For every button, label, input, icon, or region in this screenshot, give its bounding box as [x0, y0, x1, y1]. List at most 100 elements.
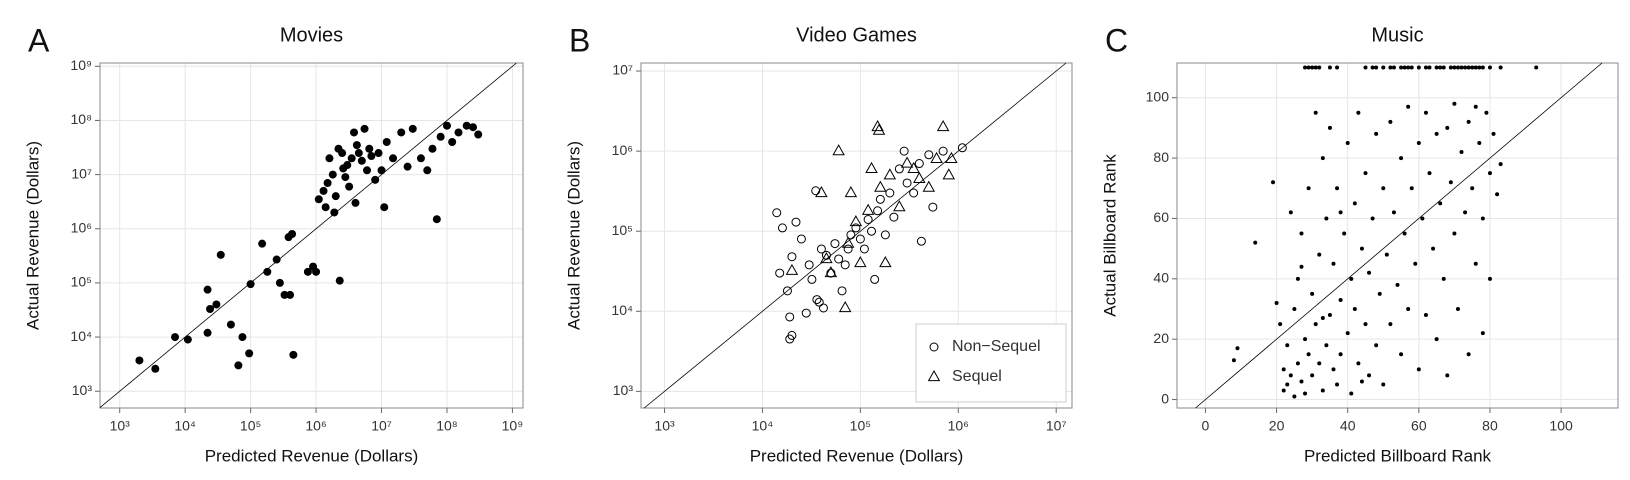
point	[341, 173, 350, 182]
point	[1466, 352, 1471, 357]
point	[1253, 240, 1258, 245]
point	[263, 267, 272, 276]
point	[212, 300, 221, 309]
y-tick-label: 10⁵	[612, 222, 633, 238]
point	[804, 260, 814, 270]
point	[1388, 65, 1393, 70]
point	[1498, 65, 1503, 70]
point	[873, 206, 883, 216]
point	[1313, 65, 1318, 70]
point	[374, 149, 383, 158]
point	[347, 154, 356, 163]
point	[1409, 65, 1414, 70]
point	[1324, 216, 1329, 221]
point	[838, 300, 852, 313]
point	[1281, 388, 1286, 393]
x-tick-label: 20	[1269, 418, 1285, 434]
point	[1434, 131, 1439, 136]
point	[1363, 322, 1368, 327]
point	[345, 182, 354, 191]
point	[1278, 322, 1283, 327]
x-tick-label: 10⁹	[502, 418, 524, 434]
point	[352, 141, 361, 150]
point	[1288, 373, 1293, 378]
point	[1359, 246, 1364, 251]
point	[1434, 65, 1439, 70]
point	[837, 286, 847, 296]
plot-area	[1177, 63, 1618, 408]
point	[314, 195, 323, 204]
point	[1448, 65, 1453, 70]
point	[1303, 65, 1308, 70]
point	[428, 144, 437, 153]
point	[258, 239, 267, 248]
point	[942, 168, 956, 180]
point	[377, 166, 386, 175]
point	[350, 128, 359, 137]
point	[135, 356, 144, 365]
point	[902, 178, 912, 188]
point	[816, 244, 826, 254]
point	[432, 215, 441, 224]
point	[863, 215, 873, 225]
point	[1463, 65, 1468, 70]
point	[1335, 186, 1340, 191]
point	[875, 194, 885, 204]
point	[462, 121, 471, 130]
legend-marker	[929, 342, 939, 352]
point	[1534, 65, 1539, 70]
point	[234, 361, 243, 370]
point	[1352, 201, 1357, 206]
point	[1427, 171, 1432, 176]
point	[945, 151, 958, 163]
point	[1349, 276, 1354, 281]
x-tick-label: 10⁸	[436, 418, 458, 434]
x-tick-label: 80	[1482, 418, 1498, 434]
point	[275, 278, 284, 287]
point	[1480, 65, 1485, 70]
point	[272, 255, 281, 264]
point	[1487, 171, 1492, 176]
point	[922, 180, 936, 192]
point	[1295, 276, 1300, 281]
point	[380, 203, 389, 212]
y-tick-label: 10⁸	[71, 111, 93, 127]
point	[216, 250, 225, 259]
point	[1413, 261, 1418, 266]
point	[1331, 261, 1336, 266]
point	[1327, 65, 1332, 70]
point	[909, 188, 919, 198]
point	[1402, 231, 1407, 236]
point	[1313, 322, 1318, 327]
point	[859, 244, 869, 254]
point	[331, 192, 340, 201]
point	[1313, 110, 1318, 115]
point	[1445, 373, 1450, 378]
point	[855, 234, 865, 244]
y-tick-label: 40	[1153, 270, 1169, 286]
chart-title: Movies	[280, 24, 343, 46]
point	[1388, 119, 1393, 124]
point	[1448, 180, 1453, 185]
point	[1310, 373, 1315, 378]
point	[1423, 65, 1428, 70]
point	[1381, 65, 1386, 70]
point	[1320, 316, 1325, 321]
x-tick-label: 10³	[110, 418, 131, 434]
y-tick-label: 10³	[72, 382, 93, 398]
point	[1473, 261, 1478, 266]
point	[1367, 373, 1372, 378]
point	[1487, 65, 1492, 70]
point	[303, 267, 312, 276]
point	[323, 178, 332, 187]
point	[408, 124, 417, 133]
point	[1299, 231, 1304, 236]
point	[871, 119, 884, 132]
point	[1423, 313, 1428, 318]
point	[1331, 367, 1336, 372]
point	[1352, 306, 1357, 311]
point	[1317, 65, 1322, 70]
point	[880, 230, 890, 240]
x-tick-label: 60	[1411, 418, 1427, 434]
point	[1438, 201, 1443, 206]
